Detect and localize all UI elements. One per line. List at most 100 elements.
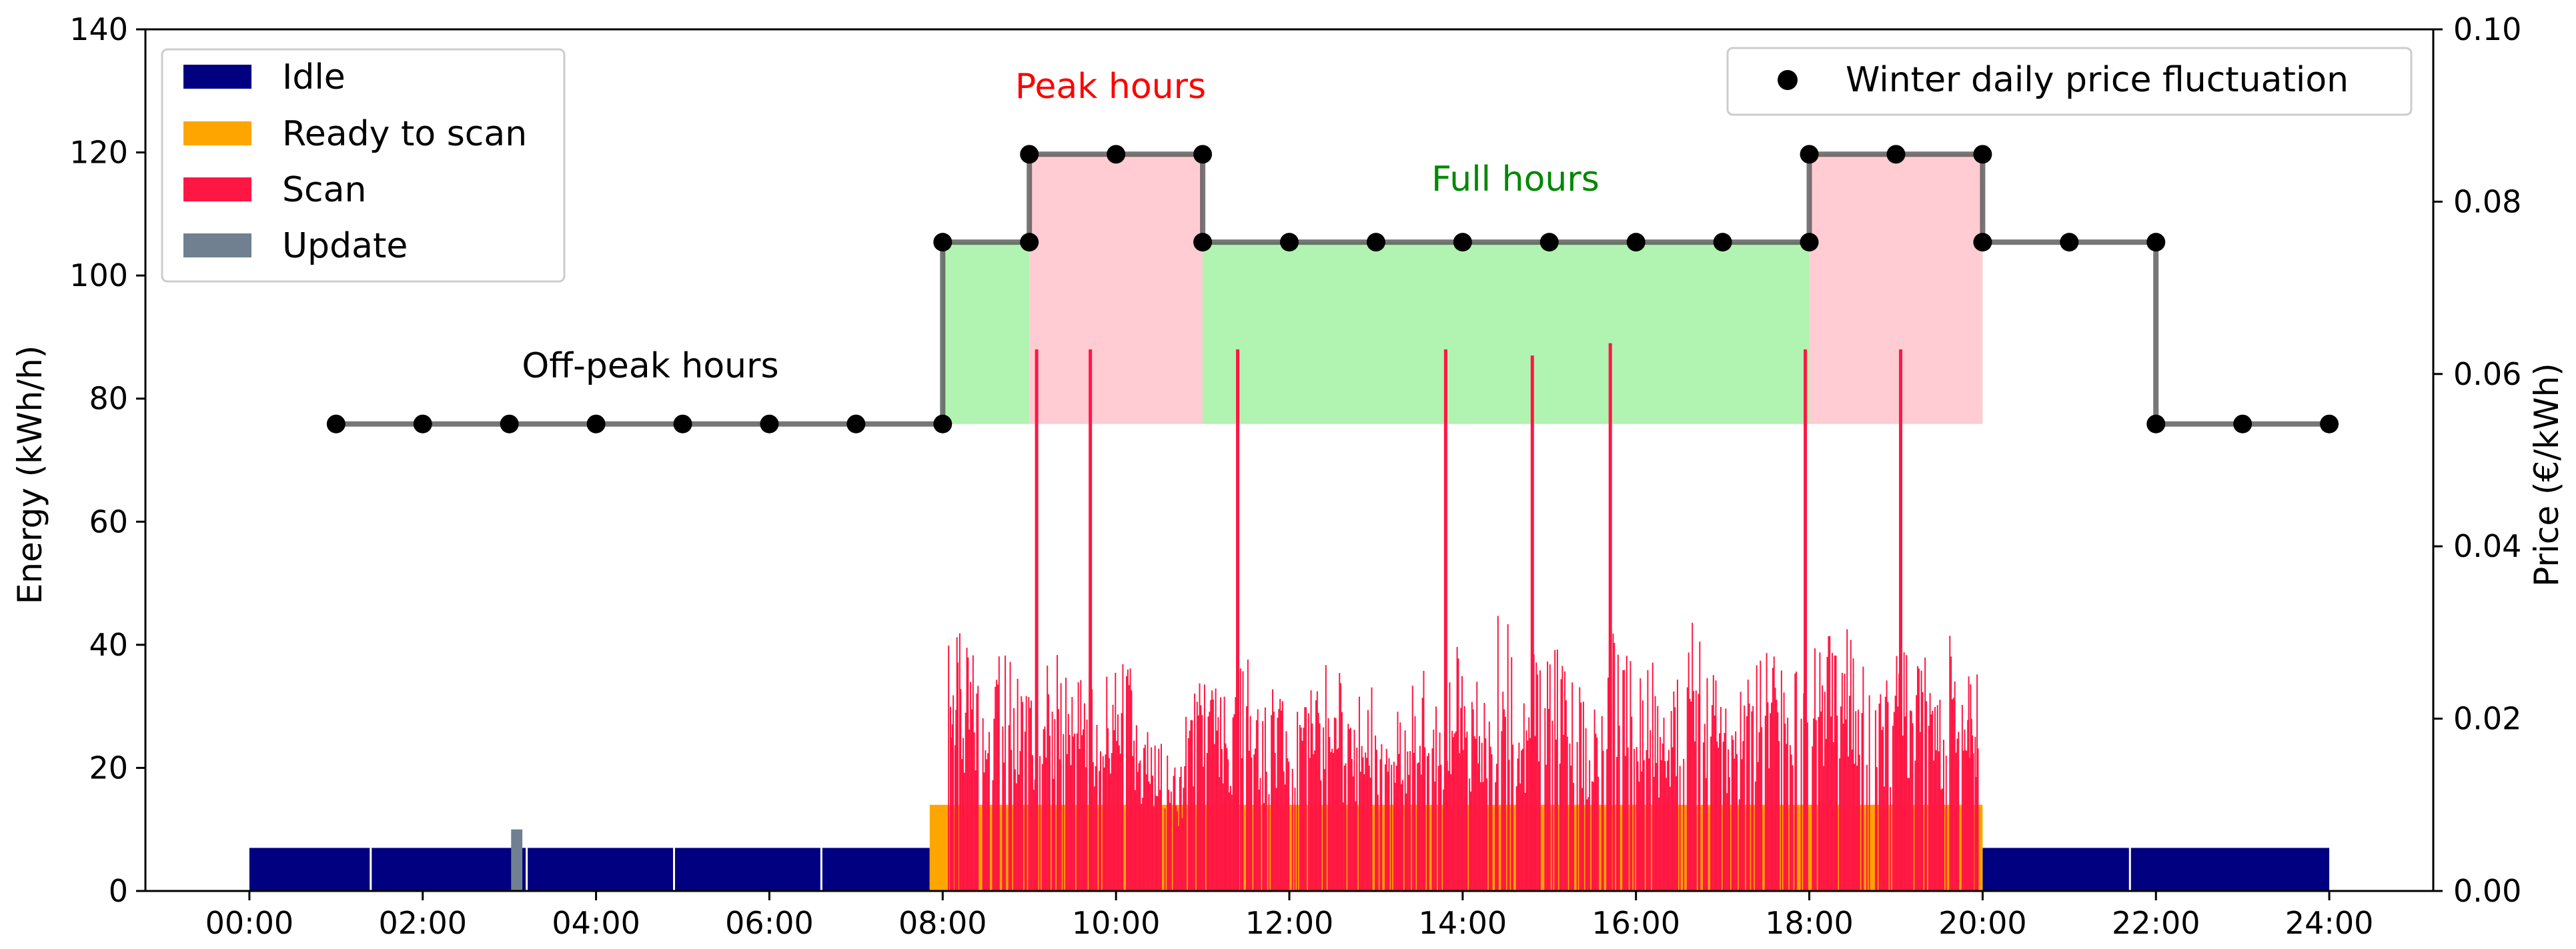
scan-bar [1527,740,1529,891]
scan-bar [1690,701,1692,891]
scan-bar [1674,707,1676,891]
scan-bar [1212,699,1214,891]
scan-bar [1792,765,1794,891]
scan-bar [1300,727,1302,891]
scan-bar [1854,764,1856,891]
scan-bar [1231,794,1233,891]
scan-bar [1831,653,1833,891]
scan-bar [1379,759,1381,891]
scan-bar [1203,766,1205,891]
scan-bar [1103,767,1105,891]
scan-bar [1190,720,1192,891]
scan-bar [1627,747,1629,891]
scan-bar [1109,758,1111,891]
scan-bar [1714,715,1716,891]
price-point [1193,233,1213,252]
scan-bar [1187,738,1189,891]
scan-bar [1972,753,1974,891]
scan-bar [1028,697,1030,891]
scan-bar [1624,756,1626,891]
scan-bar [1388,758,1390,891]
price-point [2146,233,2166,252]
scan-bar [1517,758,1519,891]
y-tick-label: 20 [89,750,128,786]
scan-bar [1139,760,1141,891]
scan-bar [1934,707,1936,891]
scan-bar [1758,732,1760,891]
scan-bar [1654,696,1656,891]
scan-bar [1113,730,1115,891]
scan-bar [1031,700,1033,891]
scan-bar [1320,780,1322,891]
scan-bar [1220,697,1222,891]
scan-bar [1840,706,1842,891]
scan-bar [1246,706,1248,891]
scan-bar [1079,749,1081,891]
scan-bar [1488,721,1490,891]
scan-bar [1815,720,1817,891]
scan-bar [1414,716,1416,891]
scan-bar [1411,686,1413,891]
scan-bar [1676,680,1678,891]
price-step-line [336,151,2330,427]
scan-bar [1636,747,1638,891]
scan-bar [1839,758,1841,891]
scan-bar [1394,782,1396,891]
scan-bar [1702,742,1704,891]
scan-bar [1747,680,1749,891]
scan-bar [1935,750,1937,891]
scan-bar [1751,711,1753,891]
scan-bar [1669,786,1671,891]
scan-bar [1283,771,1285,891]
scan-bar [1475,738,1477,891]
scan-bar [1381,744,1383,891]
scan-bar [1497,616,1499,891]
scan-bar [1656,762,1658,891]
scan-bar [1485,738,1487,891]
price-point [413,414,432,433]
scan-bar [1147,732,1149,891]
scan-bar [1642,700,1644,891]
scan-bar [1045,757,1047,891]
scan-bar [1972,735,1974,891]
scan-bar [1149,784,1151,891]
scan-bar [1329,736,1331,891]
scan-bar [1447,770,1449,891]
scan-bar [1909,710,1911,891]
scan-bar [1435,706,1437,891]
scan-bar [1083,703,1085,891]
scan-bar [1472,709,1474,891]
energy-bars [249,343,2330,891]
scan-bar [1375,750,1377,891]
scan-bar [1063,734,1065,891]
scan-bar [1262,721,1264,891]
scan-bar [1216,730,1218,891]
scan-bar [1787,718,1789,891]
scan-bar [1242,671,1244,891]
scan-bar [1157,796,1159,891]
scan-bar [1569,743,1571,891]
scan-bar [1067,714,1069,891]
scan-bar [1317,712,1319,891]
scan-bar [1319,723,1321,891]
scan-bar [1586,799,1588,891]
scan-bar [1175,805,1177,891]
scan-bar [1229,786,1231,891]
scan-bar [1503,709,1505,891]
scan-bar [1592,782,1594,891]
scan-bar [1834,656,1836,891]
scan-bar [1213,744,1215,891]
scan-bar [1226,748,1228,891]
scan-bar [1848,696,1850,891]
scan-bar [1757,762,1759,891]
scan-bar [1738,799,1740,891]
scan-bar [1371,687,1373,891]
scan-bar [1866,764,1868,891]
scan-bar [1892,726,1894,891]
scan-bar [1842,723,1844,891]
scan-bar [1180,766,1182,891]
scan-bar [1956,738,1958,891]
scan-bar [1281,701,1283,891]
scan-bar [1074,734,1076,891]
scan-bar [1106,676,1108,891]
